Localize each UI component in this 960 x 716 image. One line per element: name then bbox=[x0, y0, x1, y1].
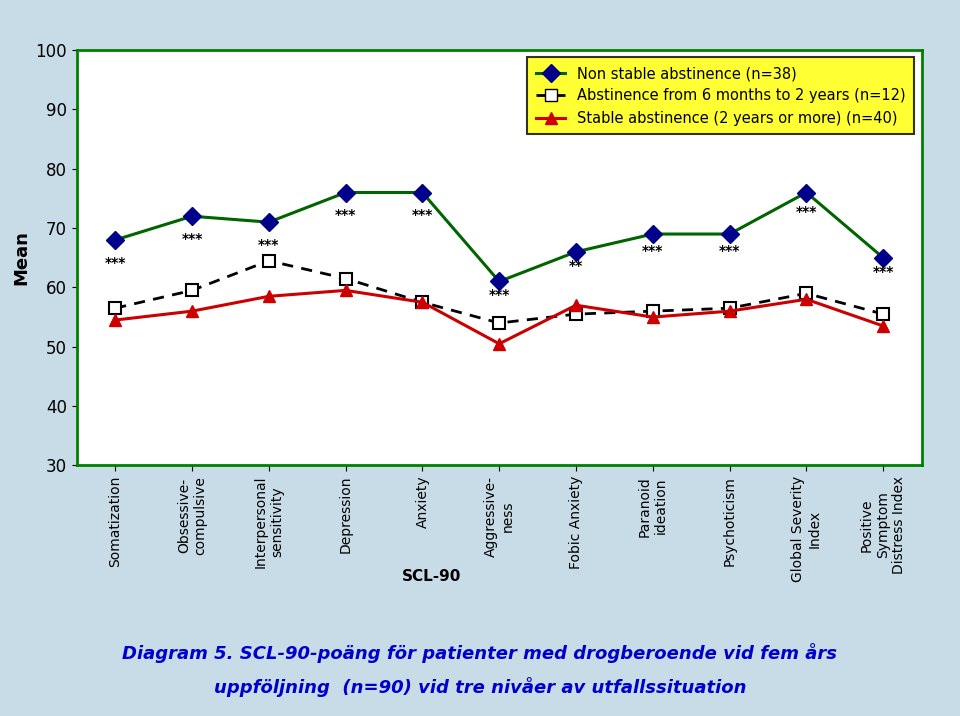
Text: ***: *** bbox=[719, 243, 740, 258]
Y-axis label: Mean: Mean bbox=[12, 231, 30, 285]
Text: ***: *** bbox=[335, 208, 356, 222]
Legend: Non stable abstinence (n=38), Abstinence from 6 months to 2 years (n=12), Stable: Non stable abstinence (n=38), Abstinence… bbox=[527, 57, 914, 135]
Text: ***: *** bbox=[258, 238, 279, 252]
Text: ***: *** bbox=[642, 243, 663, 258]
Text: ***: *** bbox=[489, 289, 510, 302]
Text: ***: *** bbox=[412, 208, 433, 222]
Text: ***: *** bbox=[105, 256, 126, 270]
Text: ***: *** bbox=[796, 205, 817, 219]
Text: **: ** bbox=[569, 258, 583, 273]
Text: uppföljning  (n=90) vid tre nivåer av utfallssituation: uppföljning (n=90) vid tre nivåer av utf… bbox=[214, 677, 746, 697]
Text: ***: *** bbox=[873, 264, 894, 279]
Text: ***: *** bbox=[181, 232, 203, 246]
Text: Diagram 5. SCL-90-poäng för patienter med drogberoende vid fem års: Diagram 5. SCL-90-poäng för patienter me… bbox=[123, 643, 837, 663]
Text: SCL-90: SCL-90 bbox=[402, 569, 462, 584]
